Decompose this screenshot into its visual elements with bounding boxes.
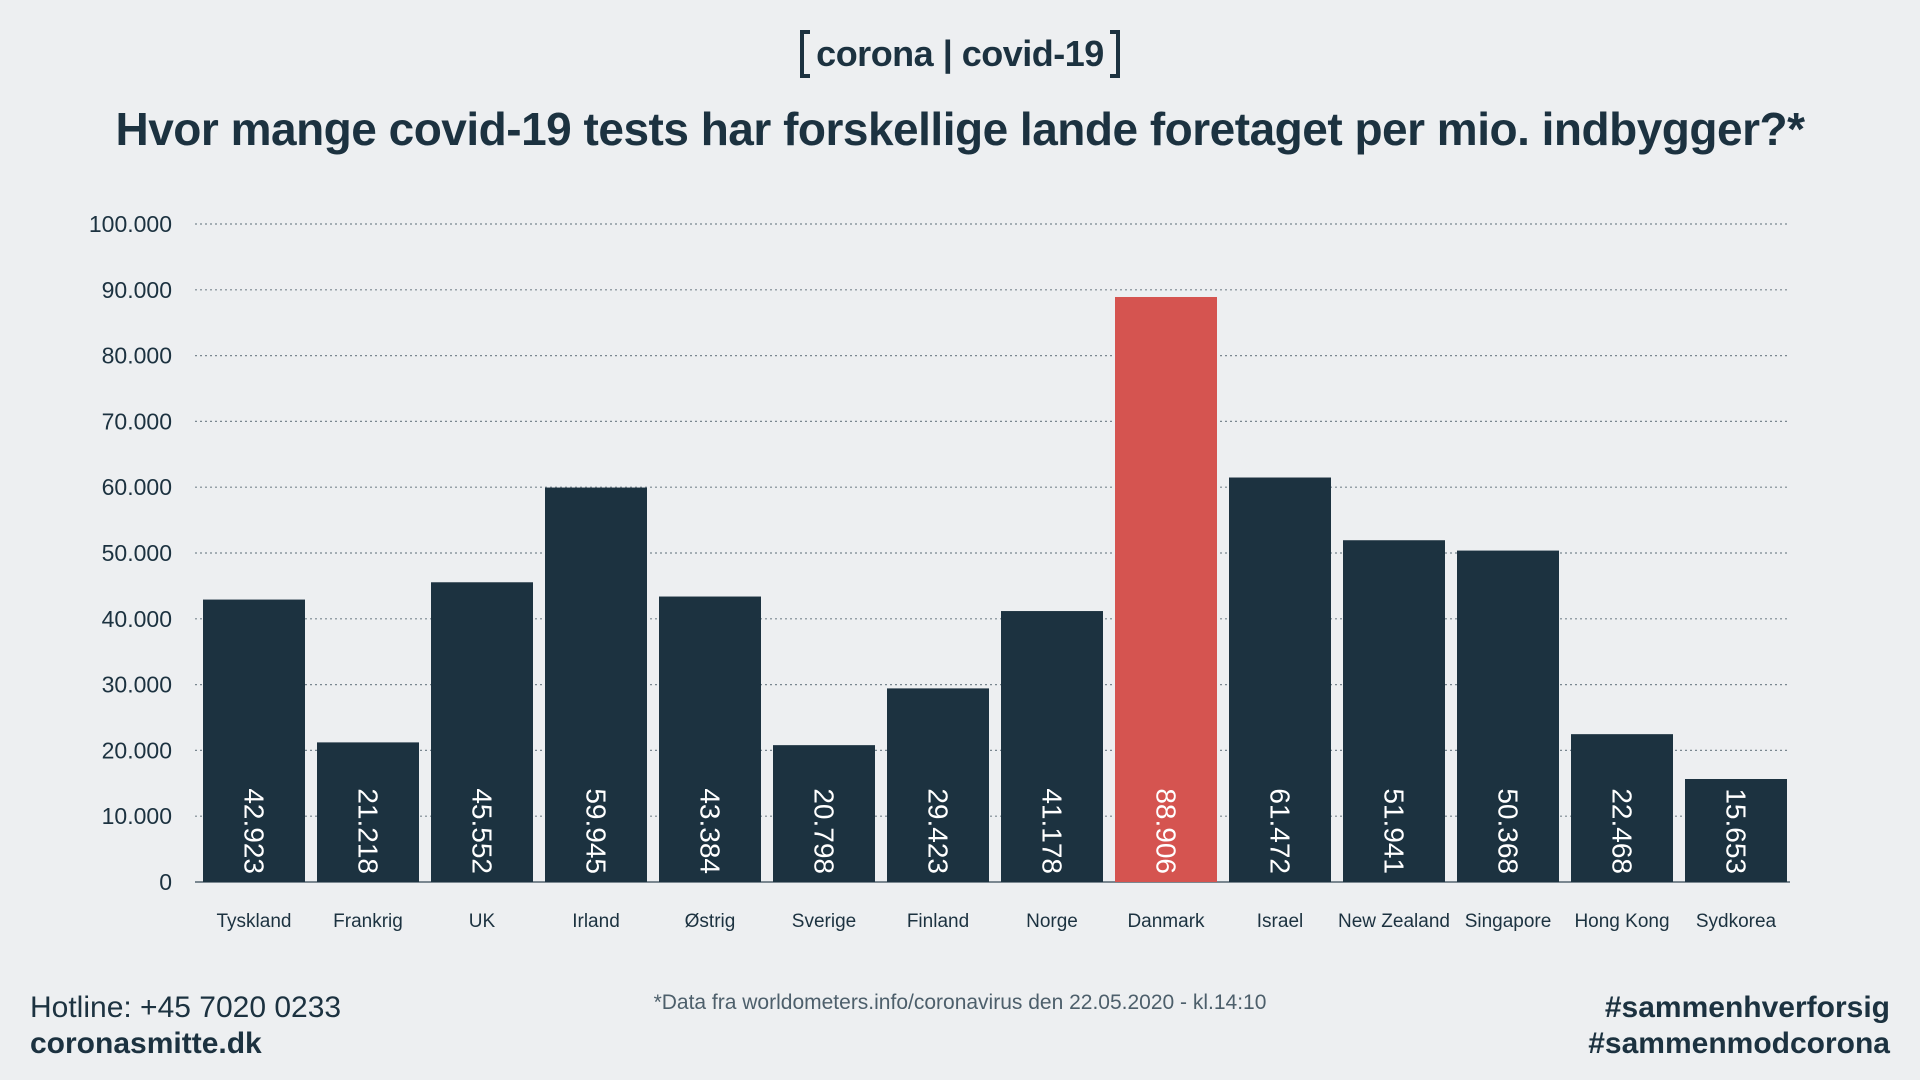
brand-logo: corona | covid-19 — [0, 30, 1920, 78]
chart-title: Hvor mange covid-19 tests har forskellig… — [115, 103, 1806, 155]
bar-israel — [1229, 477, 1331, 882]
bar-value-label: 88.906 — [1151, 788, 1182, 874]
bar-østrig — [659, 596, 761, 882]
bar-value-label: 42.923 — [239, 788, 270, 874]
website-link[interactable]: coronasmitte.dk — [30, 1027, 262, 1060]
y-tick-label: 50.000 — [102, 540, 172, 566]
bar-norge — [1001, 611, 1103, 882]
bar-irland — [545, 487, 647, 882]
bar-value-label: 29.423 — [923, 788, 954, 874]
bar-new-zealand — [1343, 540, 1445, 882]
bar-value-label: 41.178 — [1037, 788, 1068, 874]
x-tick-label: Irland — [572, 911, 620, 932]
bar-singapore — [1457, 550, 1559, 882]
bar-value-label: 45.552 — [467, 788, 498, 874]
y-tick-label: 90.000 — [102, 277, 172, 303]
hashtag-2: #sammenmodcorona — [1588, 1027, 1890, 1060]
x-tick-label: Finland — [907, 911, 969, 932]
hashtag-1: #sammenhverforsig — [1604, 991, 1890, 1024]
bar-tyskland — [203, 599, 305, 882]
bar-value-label: 21.218 — [353, 788, 384, 874]
bar-finland — [887, 688, 989, 882]
bar-value-label: 59.945 — [581, 788, 612, 874]
bar-value-label: 22.468 — [1607, 788, 1638, 874]
x-tick-label: Frankrig — [333, 911, 403, 932]
bar-hong-kong — [1571, 734, 1673, 882]
footer-contact: Hotline: +45 7020 0233 coronasmitte.dk — [30, 990, 341, 1062]
footer-hashtags: #sammenhverforsig #sammenmodcorona — [1588, 990, 1890, 1062]
bar-uk — [431, 582, 533, 882]
source-note: *Data fra worldometers.info/coronavirus … — [653, 991, 1267, 1014]
bar-value-label: 51.941 — [1379, 788, 1410, 874]
y-tick-label: 30.000 — [102, 672, 172, 698]
y-tick-label: 10.000 — [102, 803, 172, 829]
bracket-right-shape — [1109, 30, 1120, 78]
y-tick-label: 60.000 — [102, 474, 172, 500]
x-tick-label: Sydkorea — [1696, 911, 1777, 932]
x-tick-label: New Zealand — [1338, 911, 1450, 932]
x-tick-label: Israel — [1257, 911, 1303, 932]
hotline-text: Hotline: +45 7020 0233 — [30, 991, 342, 1024]
bar-value-label: 50.368 — [1493, 788, 1524, 874]
bar-value-label: 15.653 — [1721, 788, 1752, 874]
bar-value-label: 20.798 — [809, 788, 840, 874]
bracket-left-shape — [800, 30, 811, 78]
x-tick-label: Norge — [1026, 911, 1078, 932]
bar-value-label: 61.472 — [1265, 788, 1296, 874]
bar-sverige — [773, 745, 875, 882]
x-tick-label: UK — [469, 911, 496, 932]
y-tick-label: 100.000 — [89, 211, 172, 237]
bar-value-label: 43.384 — [695, 788, 726, 874]
x-tick-label: Tyskland — [217, 911, 292, 932]
bar-frankrig — [317, 742, 419, 882]
y-tick-label: 20.000 — [102, 737, 172, 763]
bar-sydkorea — [1685, 779, 1787, 882]
y-tick-label: 40.000 — [102, 606, 172, 632]
bar-danmark — [1115, 296, 1217, 882]
x-tick-label: Østrig — [685, 911, 736, 932]
y-tick-label: 0 — [159, 869, 172, 895]
y-tick-label: 70.000 — [102, 408, 172, 434]
x-tick-label: Singapore — [1465, 911, 1552, 932]
x-tick-label: Hong Kong — [1574, 911, 1669, 932]
y-tick-label: 80.000 — [102, 343, 172, 369]
brand-text: corona | covid-19 — [816, 33, 1104, 74]
x-tick-label: Sverige — [792, 911, 856, 932]
x-tick-label: Danmark — [1127, 911, 1205, 932]
